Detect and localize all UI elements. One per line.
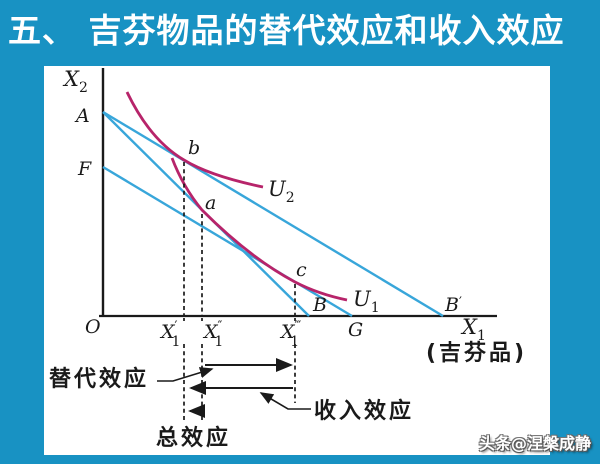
y-axis-label: X2 bbox=[62, 67, 88, 96]
x-mark-x1-prime: X′ 1 bbox=[159, 319, 180, 350]
curve-U2-label: U2 bbox=[268, 177, 295, 206]
origin-label: O bbox=[85, 316, 101, 338]
point-c-label: c bbox=[296, 259, 307, 281]
point-B-prime-label: B′ bbox=[444, 294, 462, 316]
x-mark-x1-double-prime: X″ 1 bbox=[202, 319, 223, 350]
total-effect-label: 总效应 bbox=[156, 425, 231, 451]
budget-line-FG bbox=[102, 165, 353, 318]
point-A-label: A bbox=[74, 105, 90, 127]
income-callout-arrow bbox=[259, 392, 311, 410]
point-F-label: F bbox=[77, 158, 92, 180]
diagram-panel bbox=[44, 66, 550, 455]
substitution-effect-label: 替代效应 bbox=[49, 366, 149, 392]
point-B-label: B bbox=[312, 294, 327, 316]
x-axis-label: X1 bbox=[460, 315, 486, 344]
point-b-label: b bbox=[188, 137, 200, 159]
x-mark-x1-triple-prime: X‴ 1 bbox=[279, 319, 302, 350]
dashed-guides bbox=[183, 162, 296, 422]
indifference-curve-U1 bbox=[170, 157, 348, 302]
budget-line-AB-prime bbox=[102, 110, 444, 318]
watermark: 头条@涅槃成静 bbox=[478, 434, 591, 453]
indifference-curve-U2 bbox=[125, 91, 264, 189]
income-effect-label: 收入效应 bbox=[314, 398, 414, 424]
point-a-label: a bbox=[205, 192, 216, 214]
x-axis-note: (吉芬品) bbox=[426, 340, 527, 366]
substitution-callout-arrow bbox=[157, 367, 214, 382]
curve-U1-label: U1 bbox=[353, 287, 380, 316]
point-G-label: G bbox=[348, 319, 363, 341]
slide-title: 五、 吉芬物品的替代效应和收入效应 bbox=[8, 11, 565, 50]
